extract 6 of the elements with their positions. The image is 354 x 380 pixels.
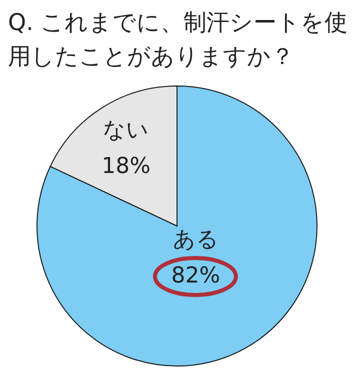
pie-slice: [36, 86, 318, 366]
slice-label: ない: [103, 118, 150, 143]
data-label: 82%: [171, 264, 220, 289]
slice-label: ある: [172, 228, 219, 253]
data-label: 18%: [102, 154, 151, 179]
chart-title: Q. これまでに、制汗シートを使用したことがありますか？: [8, 9, 349, 72]
